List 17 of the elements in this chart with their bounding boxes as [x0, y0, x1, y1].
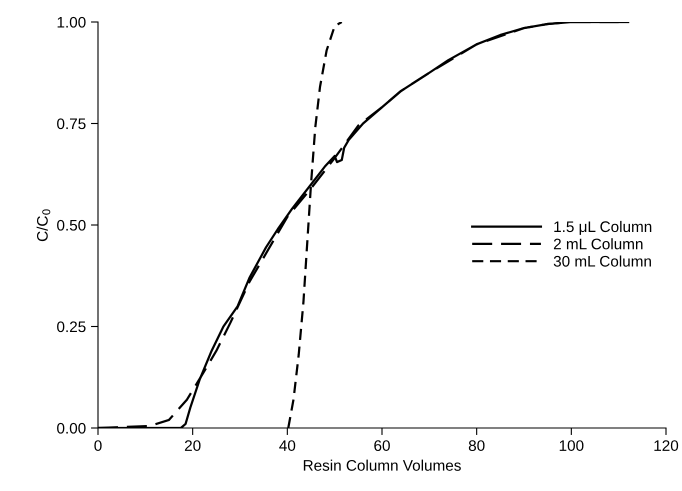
- x-tick-label: 80: [468, 440, 485, 452]
- x-tick-label: 40: [279, 440, 296, 452]
- legend-label: 30 mL Column: [554, 255, 651, 267]
- y-tick-label: 0.50: [57, 220, 86, 231]
- x-tick-label: 60: [374, 440, 390, 452]
- x-axis-title: Resin Column Volumes: [304, 460, 461, 471]
- x-tick-label: 0: [94, 440, 102, 452]
- x-tick-label: 100: [560, 440, 584, 452]
- x-tick-label: 120: [654, 440, 678, 452]
- y-tick-label: 0.75: [57, 118, 86, 130]
- y-axis-title: C/C$_{0}$: [36, 209, 50, 242]
- legend-label: 1.5 μL Column: [554, 220, 652, 235]
- y-tick-label: 0.25: [57, 321, 86, 332]
- y-tick-label: 0.00: [57, 422, 86, 434]
- x-tick-label: 20: [184, 440, 201, 452]
- y-tick-label: 1.00: [58, 16, 86, 28]
- legend-label: 2 mL Column: [554, 238, 642, 250]
